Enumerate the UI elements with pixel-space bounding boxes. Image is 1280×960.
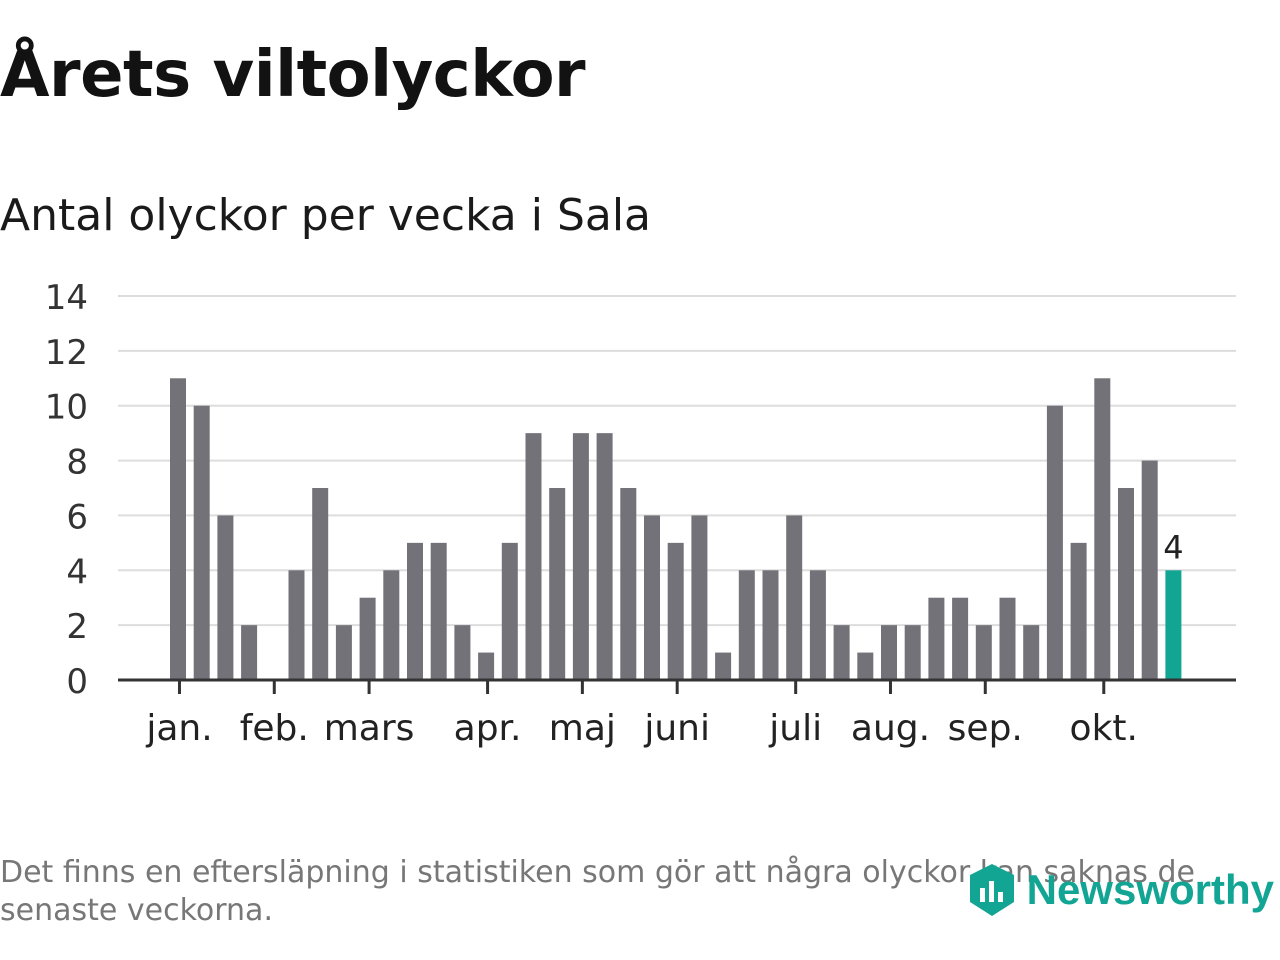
bar xyxy=(549,488,566,680)
bar xyxy=(170,378,186,680)
bar xyxy=(407,542,423,680)
bar xyxy=(620,488,637,680)
x-tick-label: jan. xyxy=(145,708,212,749)
brand-logo: Newsworthy xyxy=(967,862,1274,918)
bar xyxy=(833,625,850,680)
bar xyxy=(809,570,826,680)
bar xyxy=(525,433,542,680)
bar xyxy=(359,597,376,680)
bar xyxy=(644,515,660,680)
bar-data-label: 4 xyxy=(1163,528,1183,566)
brand-name: Newsworthy xyxy=(1026,866,1274,913)
bar xyxy=(715,652,732,680)
bar xyxy=(383,570,400,680)
x-tick-label: juli xyxy=(768,708,822,749)
bar xyxy=(596,433,613,680)
bar xyxy=(691,515,708,680)
bar xyxy=(904,625,921,680)
bar xyxy=(501,542,518,680)
bar xyxy=(952,597,969,680)
bar xyxy=(312,488,329,680)
y-tick-label: 12 xyxy=(45,333,88,373)
x-tick-label: aug. xyxy=(851,708,930,749)
bar xyxy=(335,625,352,680)
bar xyxy=(193,405,210,680)
y-tick-label: 0 xyxy=(66,662,88,702)
bar xyxy=(857,652,874,680)
bar xyxy=(217,515,234,680)
x-tick-label: okt. xyxy=(1070,708,1138,749)
x-tick-label: maj xyxy=(549,708,616,749)
newsworthy-logo-icon xyxy=(969,864,1014,916)
bar xyxy=(572,433,589,680)
bar xyxy=(1141,460,1158,680)
chart-subtitle: Antal olyckor per vecka i Sala xyxy=(0,190,652,241)
x-tick-label: juni xyxy=(643,708,710,749)
bar xyxy=(881,625,897,680)
bar xyxy=(738,570,755,680)
x-tick-label: mars xyxy=(324,708,415,749)
bar xyxy=(288,570,305,680)
x-tick-label: apr. xyxy=(454,708,522,749)
bar xyxy=(928,597,945,680)
bar xyxy=(1046,405,1063,680)
bar xyxy=(975,625,992,680)
x-tick-label: feb. xyxy=(240,708,309,749)
bar xyxy=(999,597,1016,680)
bar-highlight xyxy=(1165,570,1182,680)
y-tick-label: 2 xyxy=(66,607,88,647)
y-tick-label: 8 xyxy=(66,443,88,483)
bar xyxy=(667,542,684,680)
bar-chart: 0 2 4 6 8 10 12 14 4 jan. feb. mars apr. maj juni juli a… xyxy=(45,278,1236,749)
y-tick-label: 6 xyxy=(66,497,88,537)
bar xyxy=(241,625,258,680)
bar xyxy=(1094,378,1111,680)
y-tick-label: 4 xyxy=(66,552,88,592)
x-tick-label: sep. xyxy=(948,708,1023,749)
y-tick-label: 14 xyxy=(45,278,88,318)
bar xyxy=(1070,542,1087,680)
bar xyxy=(478,652,495,680)
bar xyxy=(430,542,447,680)
bar xyxy=(786,515,803,680)
bar xyxy=(454,625,471,680)
y-tick-label: 10 xyxy=(45,388,88,428)
chart-title: Årets viltolyckor xyxy=(0,38,586,112)
bar xyxy=(762,570,779,680)
bar xyxy=(1118,488,1134,680)
bar xyxy=(1023,625,1040,680)
